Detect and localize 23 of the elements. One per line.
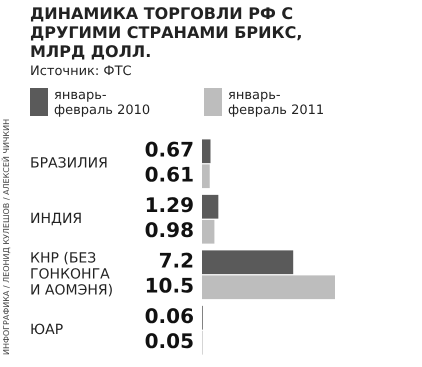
- chart-title: ДИНАМИКА ТОРГОВЛИ РФ С ДРУГИМИ СТРАНАМИ БРИКС, МЛРД ДОЛЛ.: [30, 4, 304, 61]
- bar: [202, 275, 335, 300]
- bar: [202, 194, 218, 219]
- y-tick-label: БРАЗИЛИЯ: [30, 155, 108, 172]
- text: Источник: ФТС: [30, 64, 132, 79]
- bar: [202, 164, 210, 188]
- y-tick-label: ЮАР: [30, 322, 64, 338]
- y-tick-label: КНР (БЕЗ ГОНКОНГА И АОМЭНЯ): [30, 250, 114, 298]
- text: ИНФОГРАФИКА / ЛЕОНИД КУЛЕШОВ / АЛЕКСЕЙ ЧИЧКИН: [2, 118, 11, 355]
- data-label: 0.98: [144, 218, 194, 242]
- data-label: 0.06: [144, 304, 194, 328]
- legend-label: январь-февраль 2011: [228, 88, 326, 118]
- data-label: 1.29: [144, 192, 194, 217]
- bar: [202, 250, 294, 274]
- data-label: 0.67: [144, 137, 194, 162]
- legend-label: январь-февраль 2010: [54, 88, 152, 118]
- y-tick-label: ИНДИЯ: [30, 210, 82, 227]
- data-label: 7.2: [158, 248, 194, 272]
- data-label: 0.61: [144, 162, 194, 186]
- data-label: 10.5: [144, 273, 194, 298]
- data-label: 0.05: [144, 328, 194, 353]
- bar: [202, 139, 210, 164]
- bar: [202, 220, 214, 244]
